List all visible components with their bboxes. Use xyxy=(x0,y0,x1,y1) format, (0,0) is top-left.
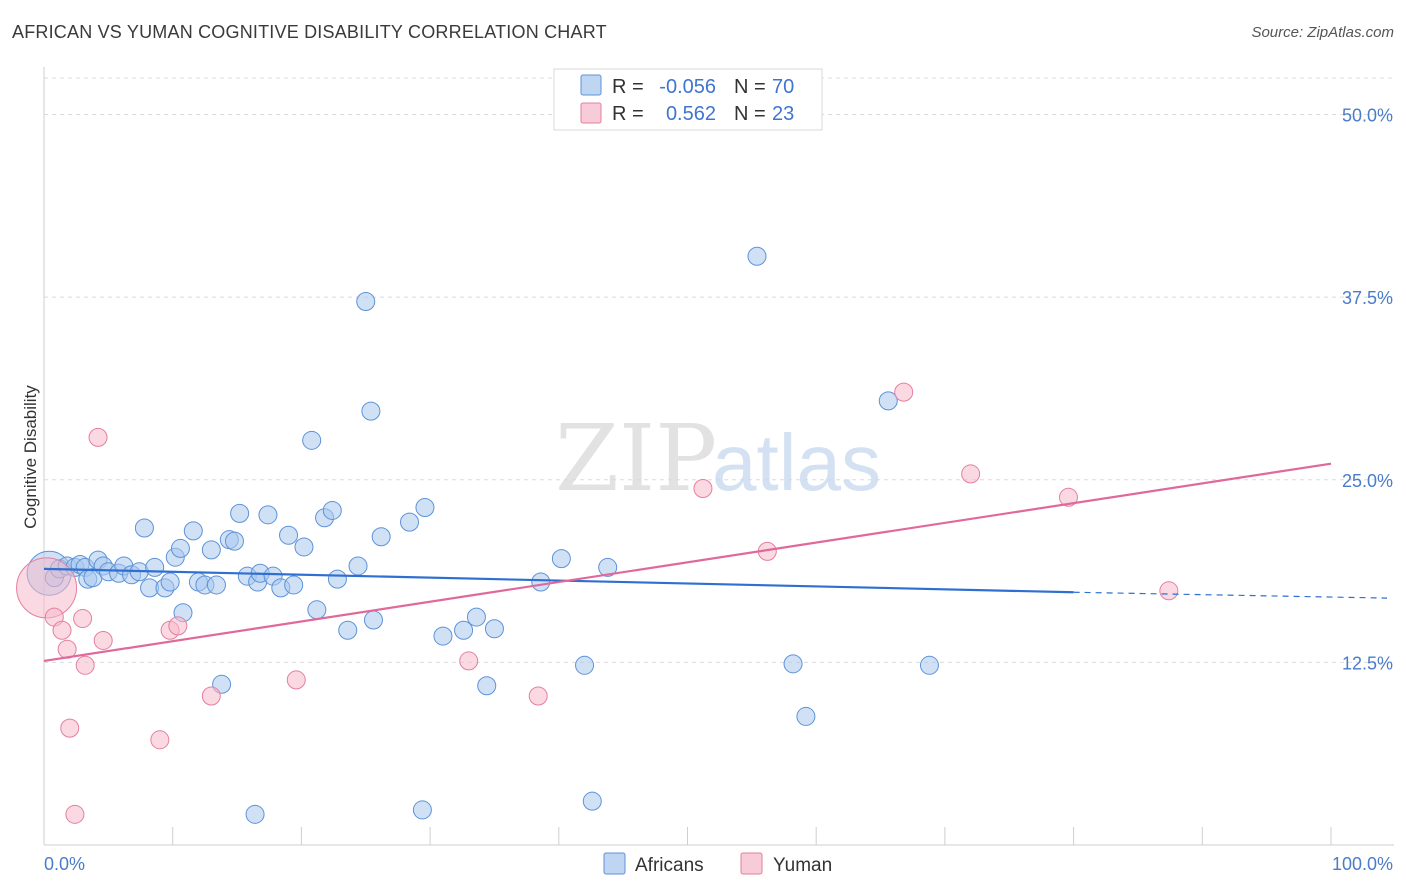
x-tick-label-min: 0.0% xyxy=(44,854,85,874)
point-africans-60 xyxy=(531,572,551,592)
point-yuman-15 xyxy=(459,651,479,671)
legend-n-label-yuman: N = xyxy=(734,103,766,125)
watermark: ZIP atlas xyxy=(555,405,881,512)
bottom-legend: Africans Yuman xyxy=(603,852,832,876)
trend-line-africans-extension xyxy=(1073,591,1388,599)
point-africans-50 xyxy=(361,401,381,421)
point-africans-57 xyxy=(466,607,486,627)
trend-lines xyxy=(43,462,1388,663)
y-tick-label-1: 25.0% xyxy=(1342,471,1393,491)
point-africans-71 xyxy=(582,791,602,811)
point-africans-67 xyxy=(878,391,898,411)
point-africans-27 xyxy=(201,540,221,560)
point-yuman-17 xyxy=(693,479,713,499)
axes xyxy=(43,67,1394,846)
point-africans-41 xyxy=(294,537,314,557)
source-label: Source: ZipAtlas.com xyxy=(1251,24,1394,41)
point-africans-45 xyxy=(322,500,342,520)
bottom-legend-swatch-africans xyxy=(603,852,626,875)
point-africans-69 xyxy=(245,804,265,824)
point-africans-18 xyxy=(145,557,165,577)
trend-line-yuman xyxy=(43,462,1332,663)
point-africans-24 xyxy=(183,521,203,541)
watermark-atlas: atlas xyxy=(712,418,881,507)
point-africans-70 xyxy=(412,800,432,820)
point-yuman-16 xyxy=(528,686,548,706)
legend-swatch-africans xyxy=(580,74,602,96)
point-yuman-19 xyxy=(894,382,914,402)
point-yuman-13 xyxy=(201,686,221,706)
point-africans-16 xyxy=(134,518,154,538)
point-yuman-12 xyxy=(168,616,188,636)
point-africans-49 xyxy=(356,292,376,312)
y-tick-label-2: 37.5% xyxy=(1342,288,1393,308)
legend-swatch-yuman xyxy=(580,102,602,124)
point-yuman-2 xyxy=(52,620,72,640)
y-tick-label-0: 12.5% xyxy=(1342,653,1393,673)
bottom-legend-label-yuman: Yuman xyxy=(773,855,832,876)
point-yuman-22 xyxy=(1159,581,1179,601)
point-africans-48 xyxy=(348,556,368,576)
point-africans-65 xyxy=(783,654,803,674)
legend-box: R = -0.056 N = 70 R = 0.562 N = 23 xyxy=(553,68,823,131)
point-africans-32 xyxy=(230,503,250,523)
trend-line-africans xyxy=(43,567,1074,594)
point-yuman-0 xyxy=(16,557,78,619)
series-yuman xyxy=(16,382,1179,824)
point-yuman-10 xyxy=(150,730,170,750)
point-africans-56 xyxy=(454,620,474,640)
y-tick-label-3: 50.0% xyxy=(1342,106,1393,126)
point-africans-63 xyxy=(598,557,618,577)
point-africans-31 xyxy=(224,531,244,551)
watermark-zip: ZIP xyxy=(555,405,717,512)
point-africans-39 xyxy=(279,525,299,545)
legend-r-value-yuman: 0.562 xyxy=(666,103,716,125)
legend-n-value-yuman: 23 xyxy=(772,103,794,125)
point-africans-64 xyxy=(747,246,767,266)
point-yuman-6 xyxy=(73,609,93,629)
point-africans-53 xyxy=(400,512,420,532)
point-africans-22 xyxy=(170,538,190,558)
point-africans-40 xyxy=(284,575,304,595)
legend-r-value-africans: -0.056 xyxy=(659,76,716,98)
point-africans-68 xyxy=(919,655,939,675)
point-africans-46 xyxy=(327,569,347,589)
legend-n-value-africans: 70 xyxy=(772,76,794,98)
point-yuman-21 xyxy=(1058,487,1078,507)
point-africans-42 xyxy=(302,430,322,450)
point-africans-51 xyxy=(363,610,383,630)
x-tick-labels: 0.0% 100.0% xyxy=(44,854,1393,874)
point-africans-54 xyxy=(415,498,435,518)
point-africans-43 xyxy=(307,600,327,620)
x-tick-label-max: 100.0% xyxy=(1332,854,1393,874)
point-africans-52 xyxy=(371,527,391,547)
point-africans-55 xyxy=(433,626,453,646)
point-africans-58 xyxy=(477,676,497,696)
point-yuman-14 xyxy=(286,670,306,690)
chart-title: AFRICAN VS YUMAN COGNITIVE DISABILITY CO… xyxy=(12,22,607,42)
point-africans-28 xyxy=(206,575,226,595)
y-axis-label: Cognitive Disability xyxy=(21,385,40,529)
point-africans-61 xyxy=(551,549,571,569)
point-africans-62 xyxy=(575,655,595,675)
point-africans-59 xyxy=(484,619,504,639)
point-africans-36 xyxy=(258,505,278,525)
point-africans-20 xyxy=(160,572,180,592)
bottom-legend-swatch-yuman xyxy=(740,852,763,875)
point-yuman-4 xyxy=(60,718,80,738)
point-yuman-9 xyxy=(93,630,113,650)
legend-r-label-yuman: R = xyxy=(612,103,644,125)
point-yuman-8 xyxy=(88,427,108,447)
point-yuman-7 xyxy=(75,655,95,675)
y-tick-labels: 12.5% 25.0% 37.5% 50.0% xyxy=(1342,106,1393,674)
point-yuman-5 xyxy=(65,804,85,824)
legend-r-label-africans: R = xyxy=(612,76,644,98)
legend-n-label-africans: N = xyxy=(734,76,766,98)
bottom-legend-label-africans: Africans xyxy=(635,855,704,876)
point-yuman-20 xyxy=(961,464,981,484)
point-africans-47 xyxy=(338,620,358,640)
point-africans-66 xyxy=(796,706,816,726)
